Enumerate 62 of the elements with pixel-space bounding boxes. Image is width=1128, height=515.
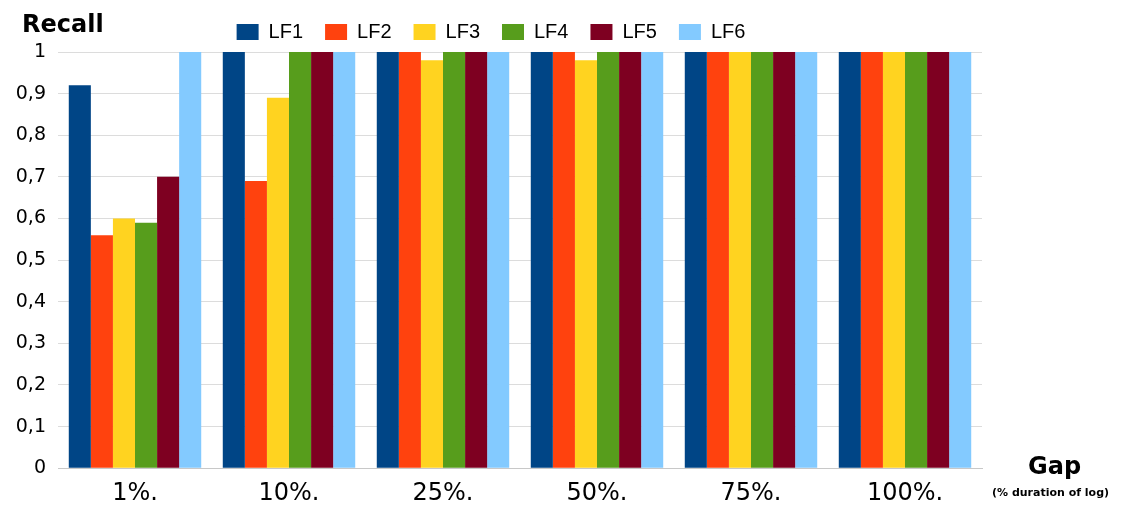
bar [795,52,818,468]
legend-label: LF5 [622,19,657,42]
bar [179,52,202,468]
bar [574,60,597,468]
bar [728,52,751,468]
x-tick-label: 25%. [412,477,474,506]
bar [684,52,707,468]
bar [443,52,466,468]
bar [530,52,553,468]
bar [222,52,245,468]
y-tick-label: 0 [33,455,46,478]
y-tick-label: 0,2 [15,371,46,394]
legend-label: LF4 [534,19,569,42]
x-tick-label: 10%. [258,477,320,506]
y-tick-label: 1 [33,38,46,61]
bar [949,52,972,468]
y-tick-label: 0,9 [15,80,46,103]
y-tick-label: 0,5 [15,247,46,270]
bar [597,52,620,468]
bar [398,52,421,468]
bar [773,52,796,468]
bar [376,52,399,468]
bar [487,52,510,468]
legend-label: LF1 [268,19,304,42]
bar [641,52,664,468]
bar [927,52,950,468]
bar [266,97,289,468]
y-tick-label: 0,1 [15,413,46,436]
bar [311,52,334,468]
bar [751,52,774,468]
legend-label: LF3 [445,19,481,42]
bar [706,52,729,468]
bar [289,52,312,468]
bar [420,60,443,468]
bar [68,85,91,468]
text: (% duration of log) [992,486,1110,499]
y-axis-title: Recall [22,10,104,38]
bar [244,181,267,468]
bar [838,52,861,468]
y-tick-label: 0,3 [15,330,46,353]
bar [552,52,575,468]
bar [882,52,905,468]
bar [905,52,928,468]
bar [619,52,642,468]
y-tick-label: 0,7 [15,163,46,186]
bar [860,52,883,468]
x-axis-title: Gap [1028,452,1082,480]
y-tick-label: 0,4 [15,288,46,311]
bar [135,222,158,468]
x-tick-label: 50%. [566,477,628,506]
x-tick-label: 1%. [112,477,158,506]
y-tick-label: 0,8 [15,122,46,145]
legend-label: LF6 [710,19,746,42]
x-tick-label: 100%. [866,477,944,506]
bar [112,218,135,468]
bar [465,52,488,468]
bar [333,52,356,468]
legend-label: LF2 [357,19,392,42]
bar [90,235,113,468]
bar [157,176,180,468]
y-tick-label: 0,6 [15,205,46,228]
x-tick-label: 75%. [720,477,782,506]
